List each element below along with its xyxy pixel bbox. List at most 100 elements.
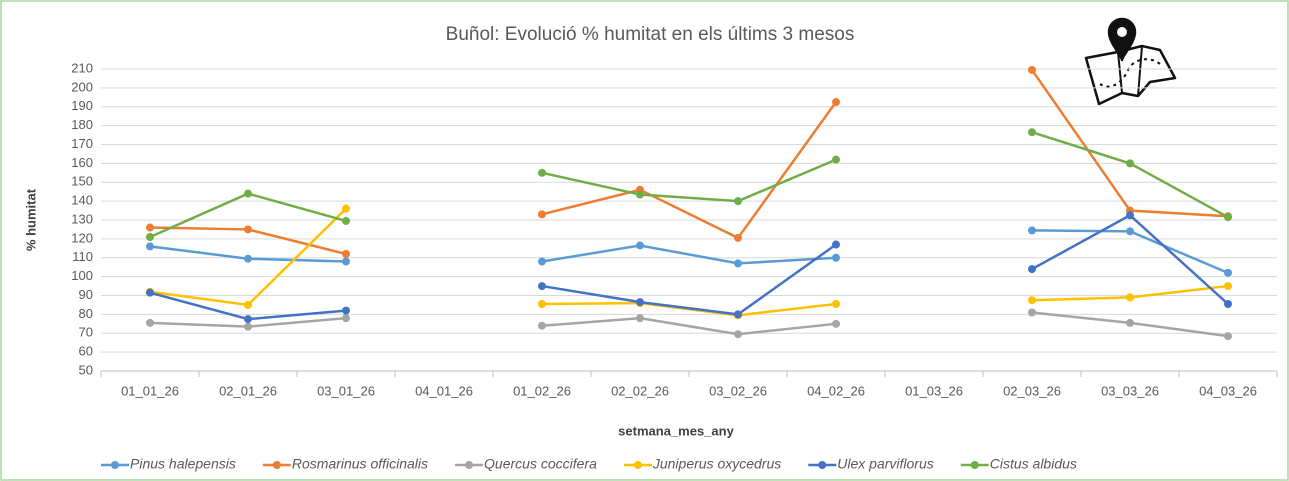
x-tick-label: 04_02_26	[807, 383, 865, 398]
data-point	[832, 253, 840, 262]
y-tick-label: 150	[71, 174, 93, 189]
x-tick-label: 02_03_26	[1003, 383, 1061, 398]
data-point	[1126, 227, 1134, 236]
data-point	[1126, 318, 1134, 327]
data-point	[636, 241, 644, 250]
data-point	[1224, 213, 1232, 222]
y-tick-label: 200	[71, 79, 93, 94]
data-point	[1224, 332, 1232, 341]
y-tick-label: 130	[71, 211, 93, 226]
x-tick-label: 03_02_26	[709, 383, 767, 398]
legend-label: Ulex parviflorus	[837, 456, 933, 472]
map-icon	[1084, 17, 1177, 106]
legend-marker	[970, 461, 979, 469]
data-point	[1126, 159, 1134, 168]
data-point	[734, 197, 742, 206]
y-tick-label: 170	[71, 136, 93, 151]
chart-title: Buñol: Evolució % humitat en els últims …	[446, 24, 855, 45]
data-point	[342, 314, 350, 323]
data-point	[146, 223, 154, 232]
y-tick-label: 160	[71, 155, 93, 170]
y-tick-label: 70	[79, 325, 93, 340]
legend-label: Rosmarinus officinalis	[292, 456, 428, 472]
x-axis-title: setmana_mes_any	[618, 423, 734, 438]
data-point	[244, 189, 252, 198]
data-point	[538, 210, 546, 219]
y-tick-label: 180	[71, 117, 93, 132]
data-point	[1224, 268, 1232, 277]
legend-marker	[633, 461, 642, 469]
y-axis-title: % humitat	[23, 188, 38, 251]
data-point	[832, 240, 840, 249]
x-tick-label: 02_01_26	[219, 383, 277, 398]
data-point	[342, 216, 350, 225]
data-point	[734, 259, 742, 268]
y-tick-label: 190	[71, 98, 93, 113]
data-point	[1126, 211, 1134, 220]
y-tick-label: 60	[79, 344, 93, 359]
data-point	[1028, 65, 1036, 74]
data-point	[1224, 282, 1232, 291]
data-point	[734, 233, 742, 242]
data-point	[734, 330, 742, 339]
data-point	[538, 321, 546, 330]
data-point	[832, 299, 840, 308]
data-point	[244, 322, 252, 331]
data-point	[832, 155, 840, 164]
data-point	[146, 288, 154, 297]
y-tick-label: 80	[79, 306, 93, 321]
data-point	[342, 306, 350, 315]
data-point	[538, 282, 546, 291]
data-point	[1028, 308, 1036, 317]
x-tick-label: 01_02_26	[513, 383, 571, 398]
data-point	[1028, 226, 1036, 235]
data-point	[1126, 293, 1134, 302]
y-tick-label: 100	[71, 268, 93, 283]
data-point	[1028, 265, 1036, 274]
y-tick-label: 50	[79, 362, 93, 377]
legend-label: Quercus coccifera	[484, 456, 597, 472]
data-point	[636, 190, 644, 199]
x-tick-label: 02_02_26	[611, 383, 669, 398]
data-point	[146, 232, 154, 241]
data-point	[538, 257, 546, 266]
data-point	[244, 300, 252, 309]
data-point	[1224, 299, 1232, 308]
data-point	[146, 318, 154, 327]
data-point	[244, 225, 252, 234]
data-point	[1028, 128, 1036, 137]
data-point	[832, 319, 840, 328]
x-tick-label: 03_01_26	[317, 383, 375, 398]
data-point	[244, 315, 252, 324]
y-tick-label: 140	[71, 193, 93, 208]
y-tick-label: 210	[71, 60, 93, 75]
data-point	[636, 298, 644, 307]
data-point	[342, 249, 350, 258]
data-point	[342, 257, 350, 266]
data-point	[146, 242, 154, 251]
legend-label: Juniperus oxycedrus	[652, 456, 781, 472]
y-tick-label: 120	[71, 230, 93, 245]
legend-label: Cistus albidus	[990, 456, 1077, 472]
x-tick-label: 03_03_26	[1101, 383, 1159, 398]
data-point	[538, 299, 546, 308]
x-tick-label: 01_01_26	[121, 383, 179, 398]
legend-marker	[818, 461, 827, 469]
data-point	[734, 310, 742, 319]
legend-marker	[465, 461, 474, 469]
data-point	[342, 204, 350, 213]
legend-marker	[111, 461, 119, 469]
y-tick-label: 110	[72, 249, 93, 264]
y-tick-label: 90	[79, 287, 93, 302]
x-tick-label: 01_03_26	[905, 383, 963, 398]
data-point	[832, 98, 840, 107]
data-point	[538, 168, 546, 177]
x-tick-label: 04_01_26	[415, 383, 473, 398]
legend-marker	[272, 461, 281, 469]
data-point	[244, 254, 252, 263]
legend-label: Pinus halepensis	[130, 456, 236, 472]
x-tick-label: 04_03_26	[1199, 383, 1257, 398]
data-point	[1028, 296, 1036, 305]
